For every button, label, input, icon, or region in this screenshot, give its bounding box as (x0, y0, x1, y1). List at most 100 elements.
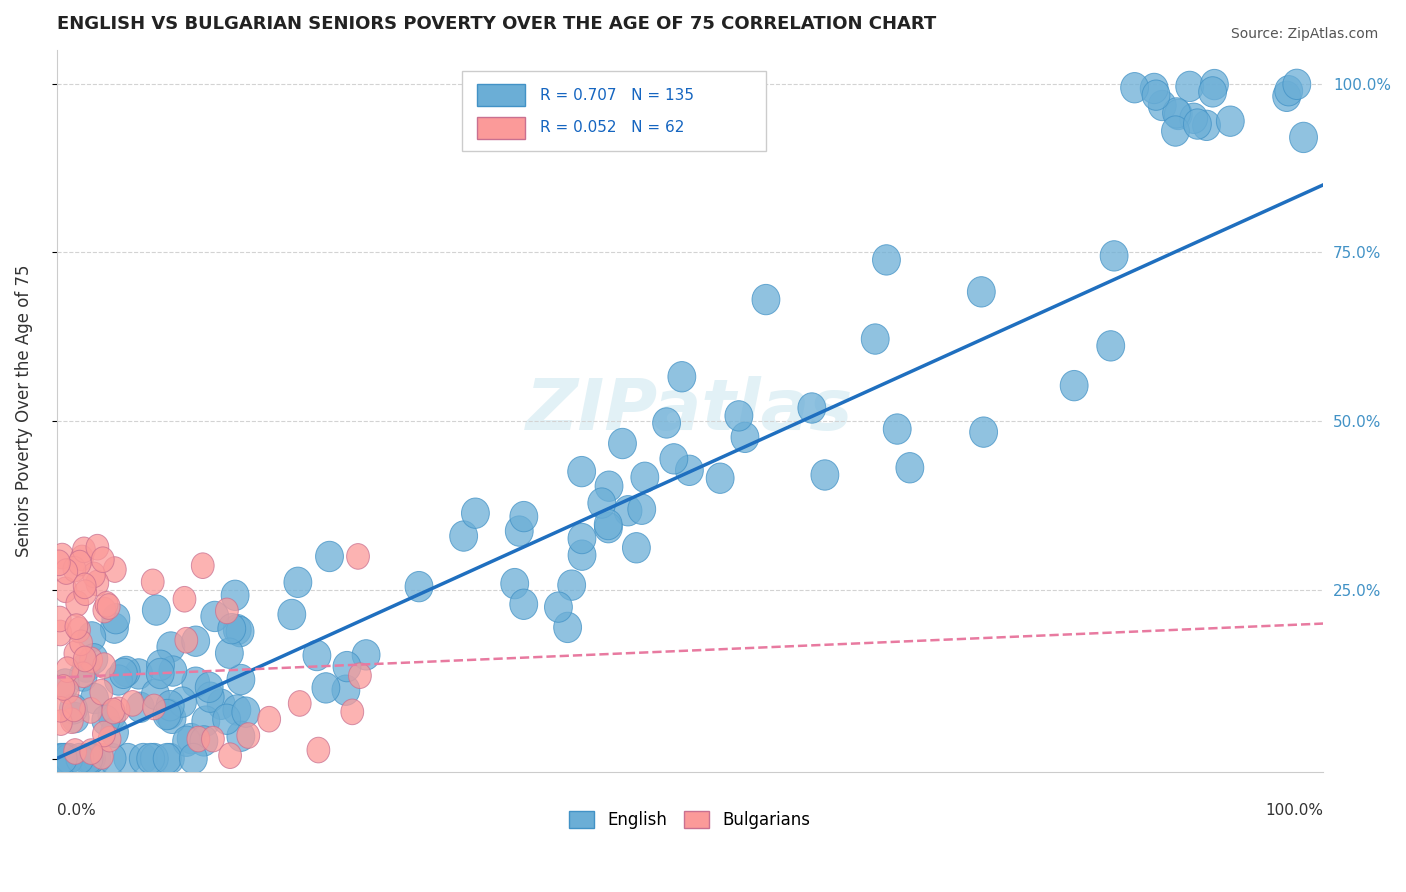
Ellipse shape (127, 692, 155, 723)
Ellipse shape (142, 569, 165, 595)
Ellipse shape (46, 743, 75, 773)
Ellipse shape (195, 672, 224, 703)
Ellipse shape (72, 652, 100, 682)
Ellipse shape (187, 726, 209, 752)
Ellipse shape (284, 567, 312, 598)
Ellipse shape (93, 653, 115, 679)
Ellipse shape (1140, 73, 1168, 103)
Text: R = 0.707   N = 135: R = 0.707 N = 135 (540, 87, 695, 103)
Ellipse shape (307, 738, 330, 763)
Ellipse shape (80, 644, 108, 674)
Text: Source: ZipAtlas.com: Source: ZipAtlas.com (1230, 27, 1378, 41)
Ellipse shape (157, 703, 186, 733)
Ellipse shape (104, 557, 127, 582)
Ellipse shape (659, 443, 688, 474)
Ellipse shape (48, 607, 72, 632)
Ellipse shape (63, 557, 86, 582)
Ellipse shape (125, 659, 153, 690)
Ellipse shape (86, 534, 108, 560)
Ellipse shape (56, 678, 79, 704)
Ellipse shape (155, 699, 183, 730)
Ellipse shape (628, 494, 655, 524)
Ellipse shape (96, 591, 118, 617)
Ellipse shape (215, 598, 238, 624)
Ellipse shape (55, 558, 77, 584)
Ellipse shape (226, 665, 254, 695)
Ellipse shape (91, 547, 114, 573)
Ellipse shape (98, 700, 127, 731)
Ellipse shape (60, 708, 83, 733)
Ellipse shape (614, 496, 643, 526)
Ellipse shape (510, 589, 537, 619)
Ellipse shape (623, 533, 651, 563)
Ellipse shape (1282, 70, 1310, 100)
Ellipse shape (1201, 70, 1229, 100)
Ellipse shape (1142, 80, 1170, 111)
FancyBboxPatch shape (463, 71, 766, 151)
Ellipse shape (544, 592, 572, 623)
Ellipse shape (159, 656, 187, 686)
Ellipse shape (501, 568, 529, 599)
Ellipse shape (568, 457, 596, 487)
Ellipse shape (67, 617, 90, 643)
Ellipse shape (101, 717, 128, 747)
Ellipse shape (1289, 122, 1317, 153)
Ellipse shape (62, 696, 86, 722)
Ellipse shape (80, 683, 108, 714)
Ellipse shape (146, 658, 174, 689)
Ellipse shape (93, 721, 115, 747)
Ellipse shape (80, 698, 103, 723)
Ellipse shape (121, 690, 143, 716)
Ellipse shape (70, 630, 93, 656)
Ellipse shape (142, 595, 170, 625)
Ellipse shape (1175, 71, 1204, 102)
Ellipse shape (174, 627, 198, 653)
Ellipse shape (595, 509, 623, 540)
Ellipse shape (797, 392, 825, 423)
Ellipse shape (72, 662, 94, 688)
Ellipse shape (55, 743, 83, 773)
Ellipse shape (197, 682, 224, 713)
Ellipse shape (1060, 370, 1088, 401)
Ellipse shape (668, 361, 696, 392)
Ellipse shape (461, 498, 489, 528)
Text: ENGLISH VS BULGARIAN SENIORS POVERTY OVER THE AGE OF 75 CORRELATION CHART: ENGLISH VS BULGARIAN SENIORS POVERTY OVE… (56, 15, 936, 33)
Text: 100.0%: 100.0% (1265, 804, 1323, 818)
Ellipse shape (302, 640, 330, 671)
Text: R = 0.052   N = 62: R = 0.052 N = 62 (540, 120, 685, 136)
Ellipse shape (49, 697, 72, 723)
Ellipse shape (142, 679, 169, 709)
Ellipse shape (146, 650, 174, 681)
Ellipse shape (896, 452, 924, 483)
Ellipse shape (278, 599, 305, 630)
Ellipse shape (288, 690, 311, 716)
Ellipse shape (510, 501, 537, 532)
Ellipse shape (91, 705, 120, 736)
Ellipse shape (72, 743, 100, 773)
Ellipse shape (752, 285, 780, 315)
Ellipse shape (69, 661, 97, 691)
Ellipse shape (153, 743, 181, 773)
Ellipse shape (180, 743, 207, 773)
Ellipse shape (609, 428, 637, 458)
Ellipse shape (1161, 116, 1189, 146)
Ellipse shape (631, 462, 659, 492)
Ellipse shape (1099, 241, 1128, 271)
Ellipse shape (340, 699, 364, 724)
Ellipse shape (1192, 110, 1220, 141)
Text: 0.0%: 0.0% (56, 804, 96, 818)
Ellipse shape (236, 723, 260, 748)
Ellipse shape (811, 459, 839, 491)
Ellipse shape (75, 580, 97, 606)
Ellipse shape (352, 640, 380, 670)
Ellipse shape (63, 739, 87, 764)
Ellipse shape (554, 612, 582, 642)
Ellipse shape (62, 702, 89, 733)
Y-axis label: Seniors Poverty Over the Age of 75: Seniors Poverty Over the Age of 75 (15, 265, 32, 558)
Ellipse shape (156, 743, 184, 773)
Ellipse shape (80, 647, 103, 673)
Ellipse shape (73, 573, 96, 599)
FancyBboxPatch shape (477, 85, 526, 106)
Ellipse shape (90, 680, 112, 705)
Ellipse shape (77, 743, 105, 773)
